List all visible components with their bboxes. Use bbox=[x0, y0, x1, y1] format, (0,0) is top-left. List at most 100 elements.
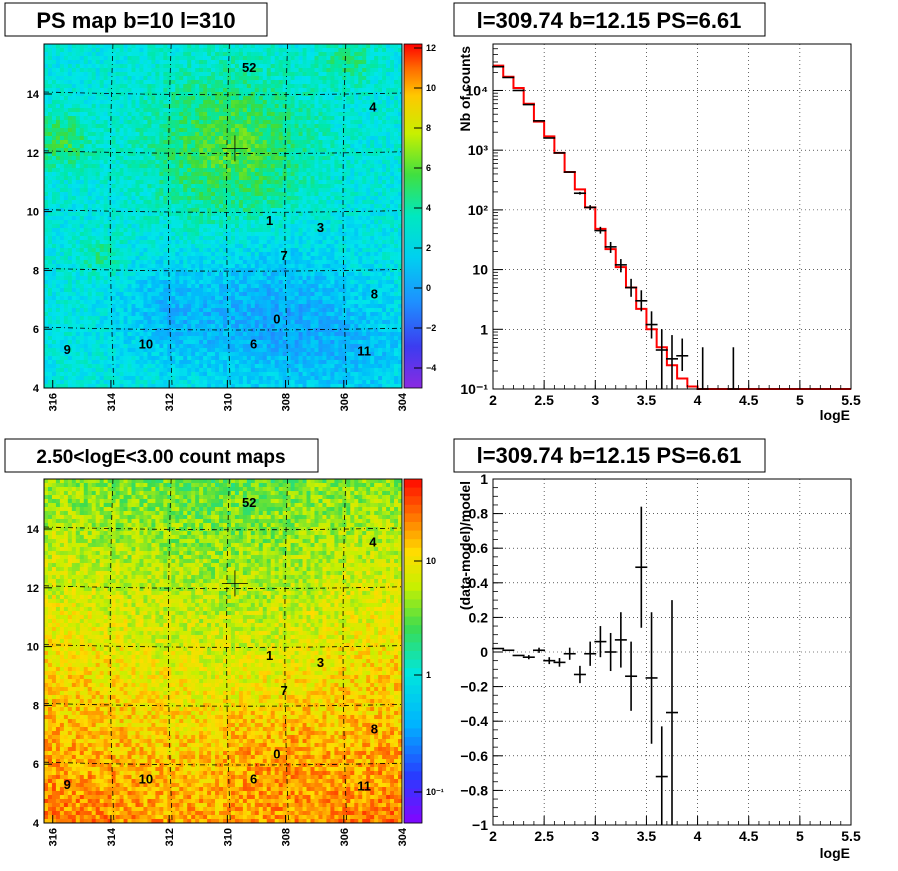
map-cell bbox=[254, 56, 260, 61]
map-cell bbox=[378, 104, 383, 109]
map-cell bbox=[83, 204, 89, 209]
map-cell bbox=[230, 244, 236, 249]
map-cell bbox=[79, 52, 85, 57]
map-cell bbox=[310, 132, 315, 137]
map-cell bbox=[330, 104, 335, 109]
map-cell bbox=[286, 192, 291, 197]
map-cell bbox=[338, 204, 343, 209]
map-cell bbox=[139, 136, 144, 141]
map-cell bbox=[139, 132, 144, 137]
map-cell bbox=[318, 104, 323, 109]
map-cell bbox=[334, 76, 339, 81]
map-cell bbox=[171, 188, 176, 193]
map-cell bbox=[254, 180, 260, 185]
map-cell bbox=[230, 144, 236, 149]
map-cell bbox=[266, 232, 272, 237]
map-cell bbox=[47, 112, 53, 117]
map-cell bbox=[370, 56, 375, 61]
map-cell bbox=[147, 92, 152, 97]
map-cell bbox=[286, 132, 291, 137]
map-cell bbox=[51, 208, 57, 213]
map-cell bbox=[219, 52, 224, 57]
map-cell bbox=[386, 112, 391, 117]
map-cell bbox=[207, 212, 212, 217]
map-cell bbox=[378, 132, 383, 137]
map-cell bbox=[378, 188, 383, 193]
map-cell bbox=[282, 116, 287, 121]
map-cell bbox=[83, 56, 89, 61]
map-cell bbox=[246, 192, 252, 197]
map-cell bbox=[398, 100, 403, 105]
map-cell bbox=[326, 220, 331, 225]
map-cell bbox=[226, 180, 232, 185]
map-cell bbox=[258, 200, 264, 205]
map-cell bbox=[242, 96, 248, 101]
map-cell bbox=[163, 248, 168, 253]
map-cell bbox=[230, 164, 236, 169]
map-cell bbox=[358, 44, 363, 49]
map-cell bbox=[91, 192, 97, 197]
map-cell bbox=[234, 156, 240, 161]
map-cell bbox=[266, 56, 272, 61]
map-cell bbox=[270, 148, 276, 153]
map-cell bbox=[127, 212, 132, 217]
map-cell bbox=[278, 44, 284, 49]
map-cell bbox=[215, 44, 220, 49]
map-cell bbox=[131, 72, 136, 77]
map-cell bbox=[79, 248, 85, 253]
map-cell bbox=[394, 84, 399, 89]
map-cell bbox=[95, 240, 101, 245]
map-cell bbox=[230, 188, 236, 193]
map-cell bbox=[99, 180, 105, 185]
map-cell bbox=[258, 148, 264, 153]
map-cell bbox=[151, 176, 156, 181]
map-cell bbox=[87, 152, 93, 157]
map-cell bbox=[378, 80, 383, 85]
map-cell bbox=[394, 44, 399, 49]
map-cell bbox=[139, 104, 144, 109]
map-cell bbox=[115, 136, 120, 141]
map-cell bbox=[266, 136, 272, 141]
map-cell bbox=[203, 248, 208, 253]
map-cell bbox=[63, 128, 69, 133]
map-cell bbox=[346, 168, 351, 173]
map-cell bbox=[223, 64, 228, 69]
map-cell bbox=[71, 112, 77, 117]
map-cell bbox=[362, 132, 367, 137]
map-cell bbox=[111, 192, 116, 197]
map-cell bbox=[207, 216, 212, 221]
map-cell bbox=[314, 160, 319, 165]
map-cell bbox=[119, 132, 124, 137]
map-cell bbox=[342, 104, 347, 109]
map-cell bbox=[246, 116, 252, 121]
map-cell bbox=[139, 208, 144, 213]
map-cell bbox=[171, 204, 176, 209]
map-cell bbox=[322, 60, 327, 65]
map-cell bbox=[131, 244, 136, 249]
map-cell bbox=[390, 56, 395, 61]
map-cell bbox=[111, 72, 116, 77]
map-cell bbox=[71, 88, 77, 93]
map-cell bbox=[342, 96, 347, 101]
map-cell bbox=[187, 52, 192, 57]
map-cell bbox=[226, 188, 232, 193]
map-cell bbox=[191, 188, 196, 193]
map-cell bbox=[95, 144, 101, 149]
map-cell bbox=[215, 116, 220, 121]
map-cell bbox=[390, 60, 395, 65]
map-cell bbox=[183, 236, 188, 241]
map-cell bbox=[258, 184, 264, 189]
map-cell bbox=[242, 160, 248, 165]
map-cell bbox=[266, 64, 272, 69]
map-cell bbox=[326, 260, 331, 265]
map-cell bbox=[111, 156, 116, 161]
map-cell bbox=[290, 116, 295, 121]
map-cell bbox=[234, 60, 240, 65]
map-cell bbox=[111, 112, 116, 117]
map-cell bbox=[266, 248, 272, 253]
map-cell bbox=[310, 192, 315, 197]
map-cell bbox=[274, 256, 280, 261]
map-cell bbox=[71, 128, 77, 133]
map-cell bbox=[378, 204, 383, 209]
map-cell bbox=[334, 184, 339, 189]
